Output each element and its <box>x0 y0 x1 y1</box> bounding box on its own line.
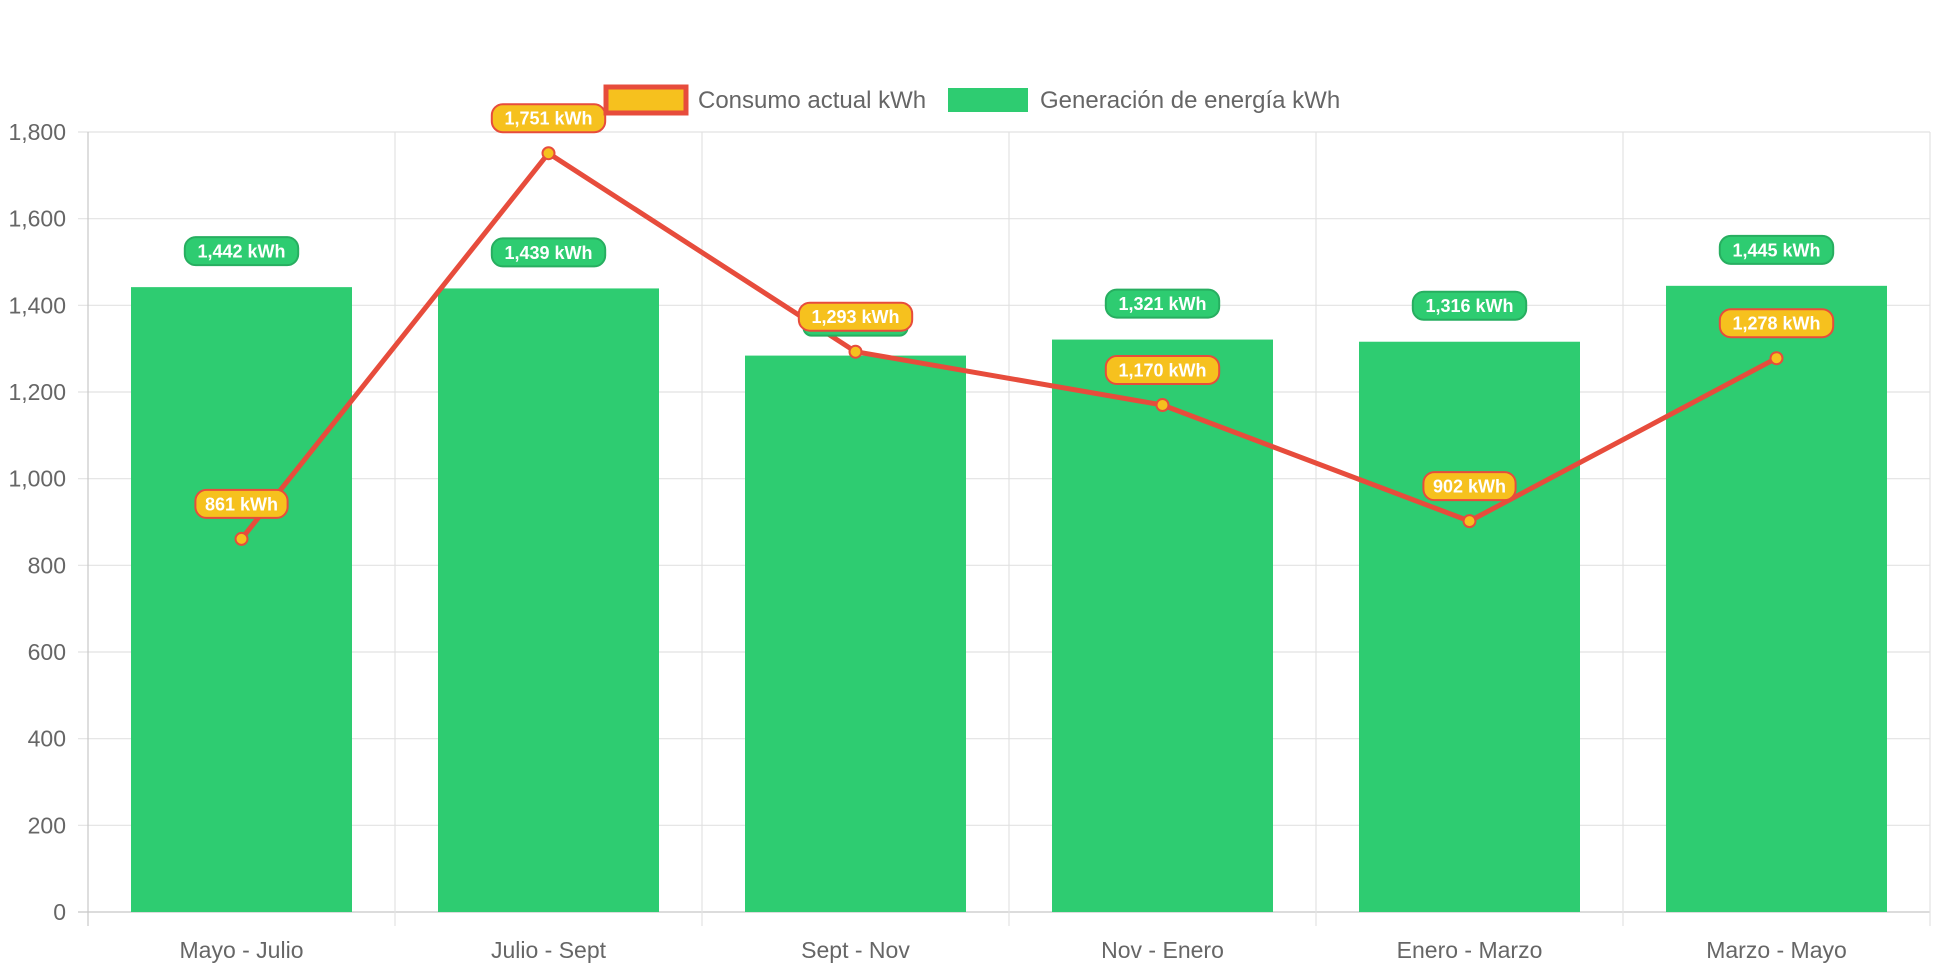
bar-data-label: 1,445 kWh <box>1718 234 1835 265</box>
legend-item-generacion[interactable]: Generación de energía kWh <box>948 87 1340 114</box>
line-data-label: 861 kWh <box>194 488 289 519</box>
data-label-text: 1,278 kWh <box>1732 314 1820 334</box>
data-label-badge <box>797 301 914 332</box>
y-tick-label: 1,800 <box>8 119 66 145</box>
bar[interactable] <box>131 287 352 913</box>
grid <box>78 131 1931 926</box>
y-tick-label: 1,200 <box>8 379 66 405</box>
bar-data-label: 1,316 kWh <box>1411 290 1528 321</box>
legend-swatch-consumo <box>603 84 689 116</box>
data-label-text: 1,321 kWh <box>1118 294 1206 314</box>
data-label-badge <box>183 236 300 267</box>
data-label-badge <box>194 488 289 519</box>
y-tick-label: 1,000 <box>8 466 66 492</box>
legend-swatch-generacion <box>948 88 1028 112</box>
bar-data-label: 1,439 kWh <box>490 237 607 268</box>
bar-data-label: 1,442 kWh <box>183 236 300 267</box>
data-label-text: 902 kWh <box>1433 477 1506 497</box>
data-label-badge <box>1718 234 1835 265</box>
y-tick-label: 1,600 <box>8 206 66 232</box>
line-point[interactable] <box>848 344 863 359</box>
y-tick-label: 200 <box>28 812 66 838</box>
data-label-badge <box>490 237 607 268</box>
y-tick-label: 0 <box>53 899 66 925</box>
series-line <box>239 150 1778 541</box>
line-series <box>234 146 1784 546</box>
axes: 0 200 400 600 800 1,000 1,200 1,400 1,600 1,800 Ma… <box>8 119 1846 963</box>
data-label-badge <box>1104 355 1221 385</box>
data-label-text: 1,751 kWh <box>504 109 592 129</box>
legend-label-generacion: Generación de energía kWh <box>1040 87 1340 114</box>
data-label-badge <box>1718 308 1835 339</box>
data-label-text: 1,442 kWh <box>197 242 285 262</box>
data-label-text: 1,293 kWh <box>811 307 899 327</box>
line-point[interactable] <box>1769 351 1784 366</box>
y-tick-label: 1,400 <box>8 292 66 318</box>
y-tick-label: 800 <box>28 552 66 578</box>
line-point[interactable] <box>234 531 249 546</box>
legend-label-consumo: Consumo actual kWh <box>698 87 926 114</box>
line-data-label: 1,278 kWh <box>1718 308 1835 339</box>
line-data-label: 1,293 kWh <box>797 301 914 332</box>
y-tick-label: 600 <box>28 639 66 665</box>
data-label-badge <box>1422 471 1517 502</box>
legend: Consumo actual kWh Generación de energía… <box>603 84 1340 116</box>
line-point[interactable] <box>1462 514 1477 529</box>
x-tick-label: Marzo - Mayo <box>1706 937 1847 963</box>
data-label-text: 1,439 kWh <box>504 243 592 263</box>
bar[interactable] <box>745 355 966 913</box>
line-point[interactable] <box>1155 398 1170 412</box>
x-tick-label: Mayo - Julio <box>180 937 304 963</box>
line-data-labels: 861 kWh 1,751 kWh 1,293 kWh 1,170 kWh 902 kW… <box>194 103 1835 519</box>
data-label-badge <box>1411 290 1528 321</box>
data-label-text: 1,170 kWh <box>1118 361 1206 381</box>
data-label-text: 1,316 kWh <box>1425 296 1513 316</box>
x-tick-label: Enero - Marzo <box>1397 937 1543 963</box>
data-label-badge <box>1104 288 1221 319</box>
line-data-label: 1,751 kWh <box>490 103 607 134</box>
bar[interactable] <box>1666 285 1887 912</box>
bar[interactable] <box>1052 339 1273 913</box>
line-data-label: 902 kWh <box>1422 471 1517 502</box>
data-label-badge <box>490 103 607 134</box>
data-label-text: 1,445 kWh <box>1732 240 1820 260</box>
bar-series <box>131 285 1887 913</box>
bar-data-label: 1,321 kWh <box>1104 288 1221 319</box>
line-data-label: 1,170 kWh <box>1104 355 1221 385</box>
y-tick-label: 400 <box>28 726 66 752</box>
bar[interactable] <box>438 288 659 912</box>
x-tick-label: Nov - Enero <box>1101 937 1224 963</box>
bar-data-labels: 1,442 kWh 1,439 kWh 1,321 kWh 1,316 kWh 1,44… <box>183 234 1835 337</box>
line-point[interactable] <box>541 146 556 161</box>
data-label-text: 861 kWh <box>205 494 278 514</box>
bar[interactable] <box>1359 341 1580 912</box>
x-tick-label: Julio - Sept <box>491 937 607 963</box>
x-tick-label: Sept - Nov <box>801 937 910 963</box>
legend-item-consumo[interactable]: Consumo actual kWh <box>603 84 926 116</box>
